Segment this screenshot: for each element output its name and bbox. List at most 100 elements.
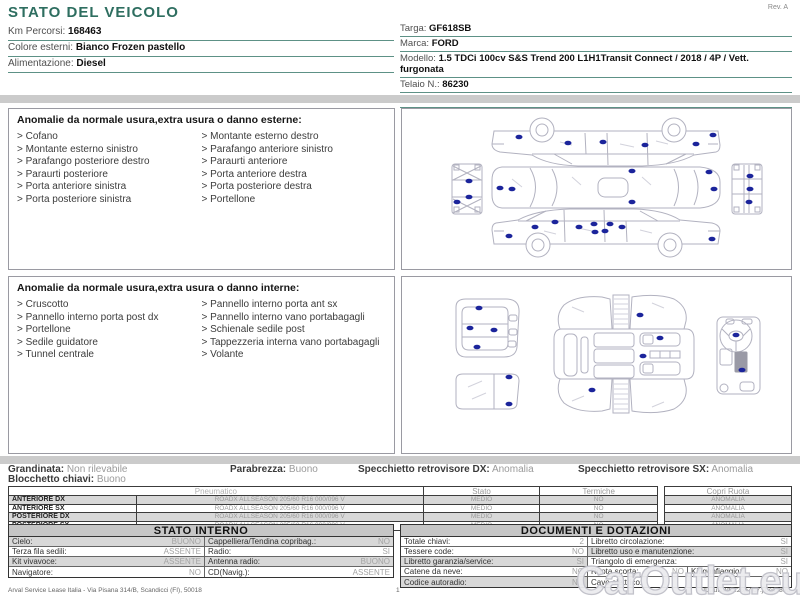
field-tessere-code: Tessere code: NO (401, 547, 588, 556)
front-view (451, 163, 483, 215)
summary-value: Buono (96, 474, 126, 485)
field-label: Codice autoradio: (404, 577, 467, 587)
summary-blocchetto-chiavi: Blocchetto chiavi: Buono (8, 474, 126, 485)
info-row-telaio: Telaio N.: 86230 (400, 78, 792, 93)
info-label: Targa: (400, 23, 427, 34)
interior-damage-diagram (455, 294, 761, 414)
footer-doc-id: ID:ruf18dO.26p7fc7.j.0ca18ud (703, 587, 790, 594)
field-radio: Radio: SI (205, 547, 393, 556)
field-kit-gonfiaggio: Kit gonfiaggio: NO (688, 567, 791, 576)
anomaly-item: > Portellone (17, 324, 71, 335)
internal-anomalies-title: Anomalie da normale usura,extra usura o … (17, 282, 300, 294)
field-label: Libretto garanzia/service: (404, 557, 494, 566)
field-libretto-uso: Libretto uso e manutenzione: SI (588, 547, 791, 556)
field-label: Libretto circolazione: (591, 537, 665, 546)
copri-value: ANOMALIA (711, 513, 745, 521)
documenti-table: DOCUMENTI E DOTAZIONI Totale chiavi: 2 Li… (400, 524, 792, 588)
cabin-floorplan (553, 294, 695, 414)
anomaly-item: > Porta anteriore destra (201, 168, 307, 180)
tyre-row: ANTERIORE SX ROADX ALLSEASON 205/60 R16 … (9, 504, 657, 513)
footer-page-number: 1 (396, 587, 400, 594)
tyre-position: POSTERIORE DX (9, 513, 137, 521)
copri-value: ANOMALIA (711, 496, 745, 504)
field-label: CD(Navig.): (207, 567, 250, 577)
field-libretto-circolazione: Libretto circolazione: SI (588, 537, 791, 546)
stato-interno-row: Terza fila sedili: ASSENTE Radio: SI (9, 547, 393, 557)
summary-value: Non rilevabile (66, 464, 128, 475)
info-label: Km Percorsi: (8, 26, 66, 37)
tailgate-view (455, 373, 520, 410)
section-divider (0, 456, 800, 464)
field-antenna-radio: Antenna radio: BUONO (204, 557, 393, 566)
tyre-table-header: Pneumatico Stato Termiche (9, 487, 657, 496)
col-header-stato: Stato (424, 487, 541, 495)
field-cappelliera: Cappelliera/Tendina copribag.: NO (204, 537, 393, 546)
info-row-km: Km Percorsi: 168463 (8, 25, 394, 41)
tyre-termiche: NO (593, 504, 604, 512)
field-label: Cappelliera/Tendina copribag.: (207, 537, 317, 546)
field-catene-neve: Catene da neve: NO (401, 567, 588, 576)
footer-company: Arval Service Lease Italia - Via Pisana … (8, 587, 202, 594)
revision-label: Rev. A (767, 4, 788, 11)
info-label: Alimentazione: (8, 58, 74, 69)
info-value: Bianco Frozen pastello (75, 42, 186, 53)
tyre-row: POSTERIORE DX ROADX ALLSEASON 205/60 R16… (9, 513, 657, 522)
field-label: Triangolo di emergenza: (591, 557, 677, 566)
field-label: Libretto uso e manutenzione: (591, 547, 695, 556)
summary-parabrezza: Parabrezza: Buono (230, 464, 318, 475)
info-value: FORD (431, 38, 459, 49)
copri-row: ANOMALIA (665, 496, 791, 505)
info-row-marca: Marca: FORD (400, 37, 792, 52)
documenti-row: Tessere code: NO Libretto uso e manutenzi… (401, 547, 791, 557)
documenti-row: Catene da neve: NO Ruota scorta: NO Kit go… (401, 567, 791, 577)
stato-interno-row: Navigatore: NO CD(Navig.): ASSENTE (9, 567, 393, 577)
exterior-damage-diagram (451, 117, 763, 258)
stato-interno-title: STATO INTERNO (9, 525, 393, 537)
tyre-termiche: NO (593, 496, 604, 504)
field-value: SI (780, 547, 788, 556)
field-triangolo: Triangolo di emergenza: SI (588, 557, 791, 566)
info-label: Colore esterni: (8, 42, 74, 53)
anomaly-item: > Cruscotto (17, 299, 69, 310)
anomaly-item: > Porta anteriore sinistra (17, 181, 127, 192)
anomaly-item: > Pannello interno porta ant sx (201, 299, 338, 310)
summary-label: Grandinata: (8, 464, 65, 475)
anomaly-column-left: > Cofano > Montante esterno sinistro > P… (17, 131, 202, 206)
anomaly-column-left: > Cruscotto > Pannello interno porta pos… (17, 299, 202, 362)
trunk-view (455, 298, 520, 358)
field-value: NO (776, 567, 788, 576)
info-row-modello: Modello: 1.5 TDCi 100cv S&S Trend 200 L1… (400, 52, 792, 78)
interior-diagram-panel (401, 276, 792, 454)
summary-specchietto-sx: Specchietto retrovisore SX: Anomalia (578, 464, 753, 475)
anomaly-item: > Cofano (17, 131, 58, 142)
field-cielo: Cielo: BUONO (9, 537, 205, 546)
field-value: ASSENTE (163, 557, 201, 566)
field-cd-navig: CD(Navig.): ASSENTE (205, 567, 393, 577)
anomaly-item: > Tunnel centrale (17, 349, 94, 360)
field-value: NO (188, 567, 201, 577)
anomaly-item: > Montante esterno destro (201, 131, 319, 142)
anomaly-column-right: > Montante esterno destro > Parafango an… (202, 131, 387, 206)
field-totale-chiavi: Totale chiavi: 2 (401, 537, 588, 546)
summary-grandinata: Grandinata: Non rilevabile (8, 464, 128, 475)
field-label: Cavo elettrico: (591, 577, 643, 587)
field-value: SI (780, 557, 788, 566)
field-value: NO (378, 537, 390, 546)
tyre-spec: ROADX ALLSEASON 205/60 R16 000/096 V (137, 513, 424, 521)
col-header-termiche: Termiche (582, 487, 615, 495)
tyre-stato: MEDIO (424, 504, 541, 512)
anomaly-item: > Porta posteriore destra (201, 181, 312, 192)
anomaly-item: > Porta posteriore sinistra (17, 193, 132, 205)
info-label: Modello: (400, 53, 436, 64)
documenti-row: Totale chiavi: 2 Libretto circolazione: SI (401, 537, 791, 547)
stato-interno-table: STATO INTERNO Cielo: BUONO Cappelliera/Te… (8, 524, 394, 578)
field-cavo-elettrico: Cavo elettrico: (588, 577, 791, 587)
info-value: 1.5 TDCi 100cv S&S Trend 200 L1H1Transit… (400, 53, 749, 75)
top-view (491, 166, 721, 209)
tyre-row: ANTERIORE DX ROADX ALLSEASON 205/60 R16 … (9, 496, 657, 505)
documenti-row: Codice autoradio: NO Cavo elettrico: (401, 577, 791, 587)
field-label: Kit gonfiaggio: (691, 567, 742, 576)
summary-value: Buono (288, 464, 318, 475)
field-value: ASSENTE (163, 547, 201, 556)
anomaly-item: > Tappezzeria interna vano portabagagli (201, 336, 380, 348)
